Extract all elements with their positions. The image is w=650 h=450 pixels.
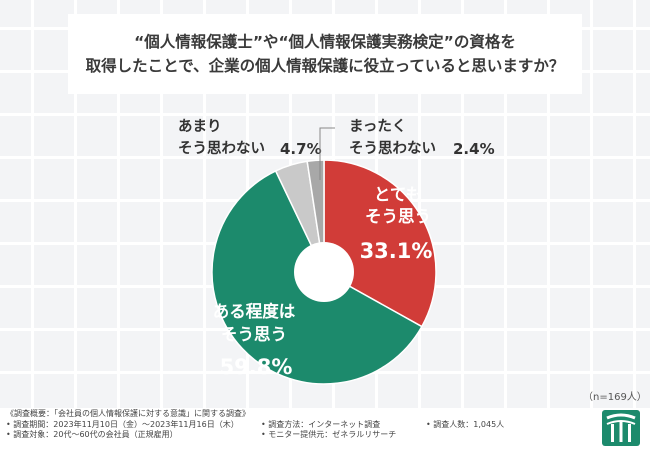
donut-slices xyxy=(211,159,437,385)
survey-method: • 調査方法：インターネット調査 xyxy=(261,419,381,429)
slice-pct-2: 4.7% xyxy=(280,140,322,158)
question-line-1: “個人情報保護士”や“個人情報保護実務検定”の資格を xyxy=(134,33,516,51)
slice-label-0-line-1: とても xyxy=(374,185,422,204)
slice-label-2-line-1: あまり xyxy=(178,118,222,135)
donut-hole xyxy=(294,242,354,302)
pie-slice-0 xyxy=(323,159,437,328)
slice-pct-0: 33.1% xyxy=(360,239,433,263)
donut-chart: とても そう思う 33.1% ある程度は そう思う 59.8% あまり そう思わ… xyxy=(178,118,495,385)
company-logo-icon xyxy=(602,410,640,446)
survey-period: • 調査期間：2023年11月10日（金）～2023年11月16日（木） xyxy=(6,419,239,429)
survey-target: • 調査対象：20代～60代の会社員（正規雇用） xyxy=(6,430,178,439)
question-line-2: 取得したことで、企業の個人情報保護に役立っていると思いますか？ xyxy=(85,57,565,75)
slice-label-1-line-1: ある程度は xyxy=(213,301,296,321)
slice-label-3-line-2: そう思わない xyxy=(349,140,436,157)
slice-label-1-line-2: そう思う xyxy=(221,325,287,344)
leader-line-3 xyxy=(319,127,335,180)
survey-count: • 調査人数：1,045人 xyxy=(426,419,505,429)
sample-size-note: （n=169人） xyxy=(583,392,647,403)
survey-title: 《調査概要：「会社員の個人情報保護に対する意識」に関する調査》 xyxy=(6,409,250,418)
survey-provider: • モニター提供元：ゼネラルリサーチ xyxy=(261,430,397,439)
slice-pct-1: 59.8% xyxy=(220,355,293,379)
slice-label-0-line-2: そう思う xyxy=(365,207,431,226)
survey-footer: 《調査概要：「会社員の個人情報保護に対する意識」に関する調査》 • 調査期間：2… xyxy=(6,409,596,441)
question-box: “個人情報保護士”や“個人情報保護実務検定”の資格を 取得したことで、企業の個人… xyxy=(68,14,582,94)
slice-pct-3: 2.4% xyxy=(453,140,495,158)
slice-label-2-line-2: そう思わない xyxy=(178,140,265,157)
slice-label-3-line-1: まったく xyxy=(349,118,406,135)
